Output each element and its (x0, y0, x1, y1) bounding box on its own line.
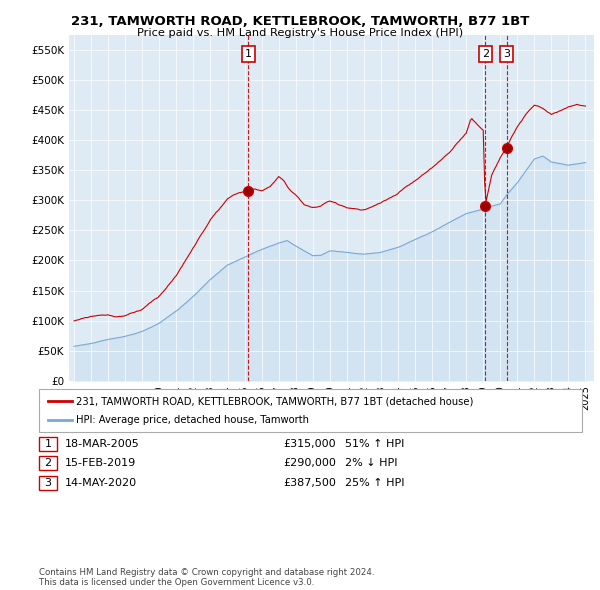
Text: 25% ↑ HPI: 25% ↑ HPI (345, 478, 404, 487)
Text: 231, TAMWORTH ROAD, KETTLEBROOK, TAMWORTH, B77 1BT (detached house): 231, TAMWORTH ROAD, KETTLEBROOK, TAMWORT… (76, 396, 473, 407)
Text: £387,500: £387,500 (283, 478, 336, 487)
Text: 3: 3 (503, 50, 510, 60)
Text: Price paid vs. HM Land Registry's House Price Index (HPI): Price paid vs. HM Land Registry's House … (137, 28, 463, 38)
Text: 231, TAMWORTH ROAD, KETTLEBROOK, TAMWORTH, B77 1BT: 231, TAMWORTH ROAD, KETTLEBROOK, TAMWORT… (71, 15, 529, 28)
Text: 14-MAY-2020: 14-MAY-2020 (65, 478, 137, 487)
Text: 15-FEB-2019: 15-FEB-2019 (65, 458, 136, 468)
Text: 1: 1 (44, 439, 52, 448)
Text: 1: 1 (245, 50, 251, 60)
Text: 3: 3 (44, 478, 52, 487)
Text: HPI: Average price, detached house, Tamworth: HPI: Average price, detached house, Tamw… (76, 415, 309, 425)
Text: 51% ↑ HPI: 51% ↑ HPI (345, 439, 404, 448)
Text: 18-MAR-2005: 18-MAR-2005 (65, 439, 140, 448)
Text: £290,000: £290,000 (283, 458, 336, 468)
Text: 2: 2 (482, 50, 489, 60)
Text: £315,000: £315,000 (283, 439, 336, 448)
Text: 2: 2 (44, 458, 52, 468)
Text: 2% ↓ HPI: 2% ↓ HPI (345, 458, 398, 468)
Text: Contains HM Land Registry data © Crown copyright and database right 2024.
This d: Contains HM Land Registry data © Crown c… (39, 568, 374, 587)
